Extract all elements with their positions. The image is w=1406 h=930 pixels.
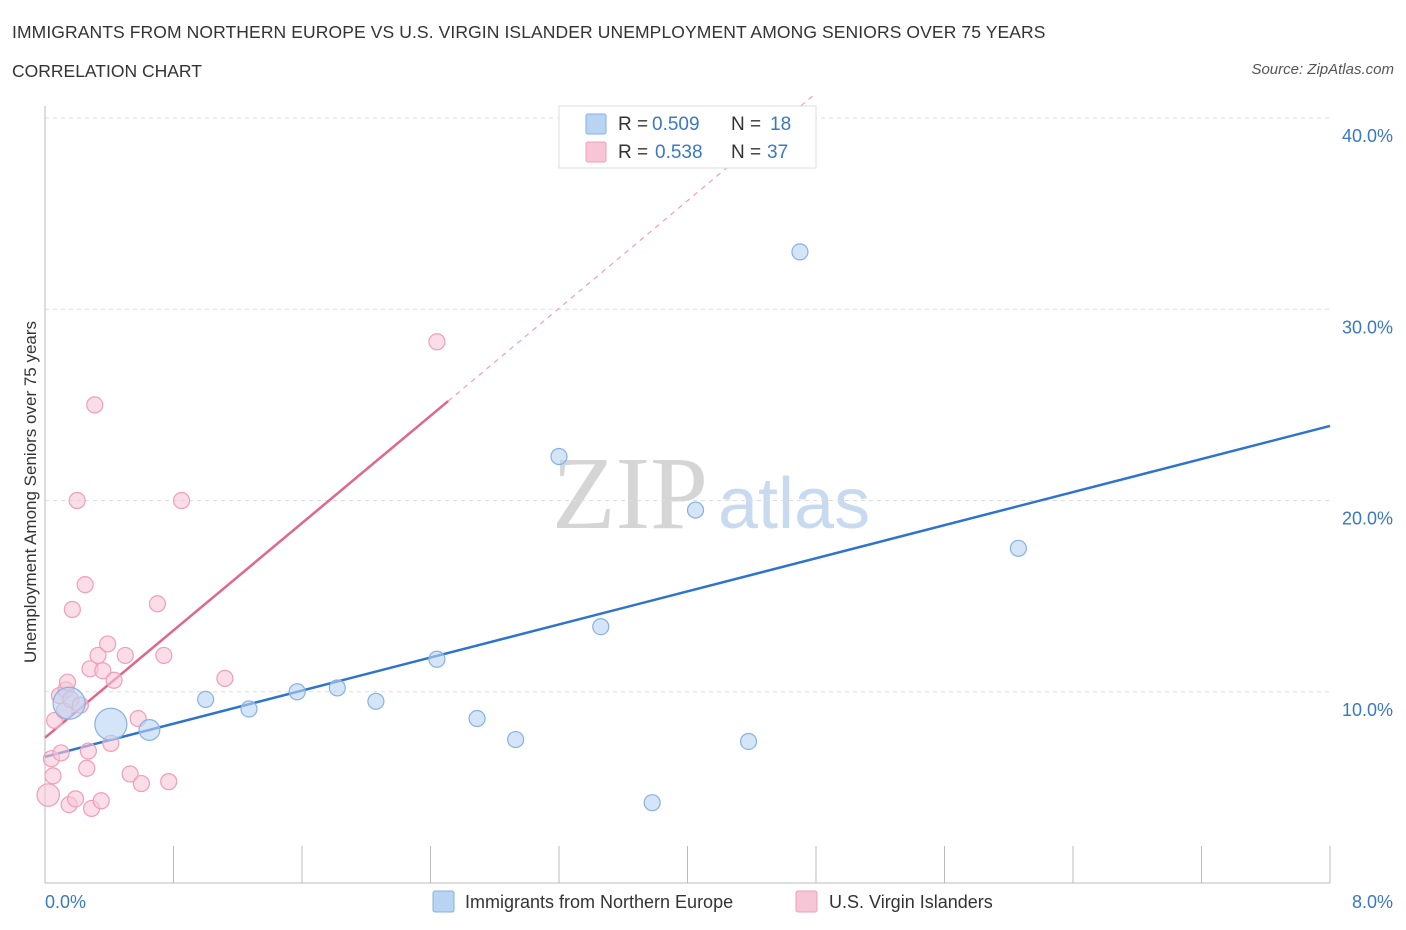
trend-line-virgin-islanders [44, 400, 449, 739]
chart-subtitle: CORRELATION CHART [12, 61, 202, 81]
point-virgin-islanders [86, 396, 104, 414]
x-tick-label: 8.0% [1352, 892, 1393, 912]
point-virgin-islanders [36, 783, 61, 807]
y-tick-label: 20.0% [1342, 509, 1393, 529]
point-virgin-islanders [78, 759, 96, 777]
point-virgin-islanders [44, 767, 62, 785]
trend-lines [44, 92, 1331, 758]
legend-n-label-2: N = [731, 142, 761, 163]
bottom-legend-swatch-pink [795, 890, 818, 913]
point-virgin-islanders [66, 790, 85, 808]
point-northern-europe [468, 709, 486, 728]
y-tick-label: 40.0% [1342, 126, 1393, 146]
point-virgin-islanders [105, 671, 123, 689]
y-axis-label: Unemployment Among Seniors over 75 years [21, 321, 40, 663]
gridlines [45, 117, 1330, 693]
point-virgin-islanders [63, 600, 81, 619]
legend-swatch-pink [585, 141, 607, 163]
tick-labels: 10.0% 20.0% 30.0% 40.0% 0.0% 8.0% [45, 126, 1393, 912]
legend-r-value-1: 0.509 [652, 114, 700, 135]
watermark-atlas: atlas [718, 464, 870, 544]
point-northern-europe [240, 700, 258, 718]
point-virgin-islanders [99, 635, 117, 653]
legend-n-label-1: N = [731, 114, 761, 135]
legend-n-value-2: 37 [767, 142, 788, 163]
point-northern-europe [507, 730, 525, 749]
point-virgin-islanders [94, 662, 112, 680]
point-virgin-islanders [76, 576, 94, 594]
bottom-legend-label-blue: Immigrants from Northern Europe [465, 892, 733, 912]
legend: R = 0.509 N = 18 R = 0.538 N = 37 [558, 105, 817, 169]
point-northern-europe [428, 650, 446, 668]
point-virgin-islanders [121, 765, 139, 783]
point-virgin-islanders [216, 669, 234, 687]
point-northern-europe [592, 618, 610, 636]
point-virgin-islanders [148, 595, 167, 613]
y-tick-label: 30.0% [1342, 317, 1393, 337]
point-virgin-islanders [132, 774, 150, 793]
legend-r-label-2: R = [618, 142, 648, 163]
point-northern-europe [328, 679, 346, 697]
bottom-legend: Immigrants from Northern Europe U.S. Vir… [432, 890, 993, 913]
point-northern-europe [791, 243, 809, 261]
point-northern-europe [52, 686, 86, 720]
point-northern-europe [367, 692, 385, 710]
watermark-zip: ZIP [552, 436, 708, 551]
point-northern-europe [288, 683, 306, 701]
x-tick-label: 0.0% [45, 892, 86, 912]
legend-r-value-2: 0.538 [655, 142, 703, 163]
legend-n-value-1: 18 [770, 114, 791, 135]
point-virgin-islanders [52, 744, 70, 762]
bottom-legend-swatch-blue [432, 890, 455, 913]
point-virgin-islanders [172, 491, 191, 510]
watermark: ZIP atlas [552, 436, 870, 551]
point-virgin-islanders [155, 646, 173, 665]
point-virgin-islanders [68, 491, 86, 510]
chart-title: IMMIGRANTS FROM NORTHERN EUROPE VS U.S. … [12, 22, 1046, 42]
point-northern-europe [550, 447, 568, 466]
point-northern-europe [94, 707, 128, 741]
point-northern-europe [739, 732, 758, 751]
point-virgin-islanders [92, 792, 110, 810]
point-virgin-islanders [428, 333, 446, 351]
point-northern-europe [138, 718, 161, 741]
legend-r-label-1: R = [618, 114, 648, 135]
y-tick-label: 10.0% [1342, 700, 1393, 720]
trend-line-northern-europe [44, 424, 1331, 758]
point-northern-europe [197, 690, 215, 709]
axes [44, 106, 1331, 884]
point-northern-europe [1009, 539, 1027, 557]
point-virgin-islanders [116, 646, 134, 665]
data-points [36, 243, 1027, 818]
source-credit: Source: ZipAtlas.com [1251, 61, 1394, 78]
point-virgin-islanders [89, 646, 107, 665]
point-northern-europe [643, 794, 661, 812]
point-northern-europe [686, 501, 705, 519]
point-virgin-islanders [79, 742, 97, 760]
legend-swatch-blue [585, 113, 607, 135]
point-virgin-islanders [160, 773, 178, 791]
bottom-legend-label-pink: U.S. Virgin Islanders [829, 892, 993, 912]
